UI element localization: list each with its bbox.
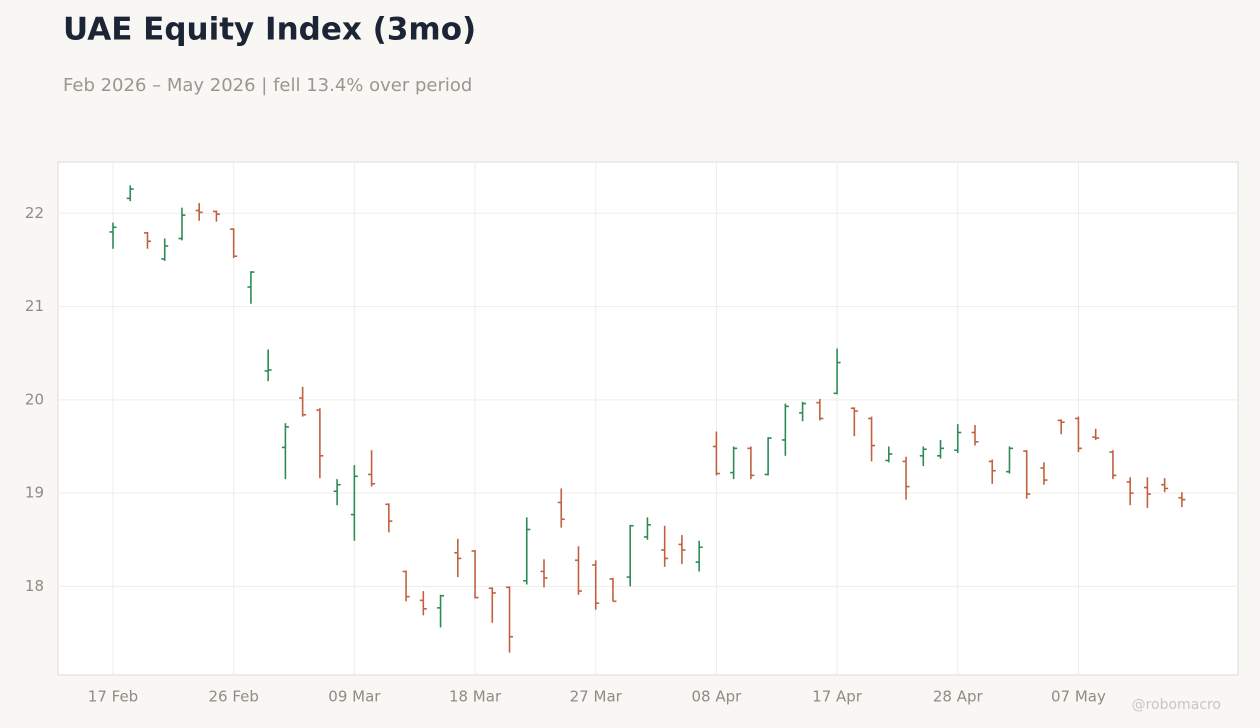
y-tick-label: 20 (25, 390, 44, 408)
x-tick-label: 28 Apr (933, 688, 984, 706)
x-tick-label: 08 Apr (691, 688, 742, 706)
y-tick-label: 18 (25, 577, 44, 595)
chart-subtitle: Feb 2026 – May 2026 | fell 13.4% over pe… (63, 75, 472, 96)
marks (109, 185, 1186, 653)
x-tick-label: 09 Mar (328, 688, 381, 706)
plot-area (57, 161, 1239, 676)
x-tick-label: 07 May (1051, 688, 1106, 706)
y-tick-label: 22 (25, 204, 44, 222)
x-tick-label: 17 Feb (88, 688, 138, 706)
y-tick-label: 19 (25, 484, 44, 502)
x-tick-label: 17 Apr (812, 688, 863, 706)
x-tick-label: 18 Mar (449, 688, 502, 706)
x-tick-label: 27 Mar (570, 688, 623, 706)
x-tick-label: 26 Feb (208, 688, 258, 706)
y-tick-label: 21 (25, 297, 44, 315)
watermark: @robomacro (1132, 697, 1221, 713)
chart-title: UAE Equity Index (3mo) (63, 12, 476, 48)
